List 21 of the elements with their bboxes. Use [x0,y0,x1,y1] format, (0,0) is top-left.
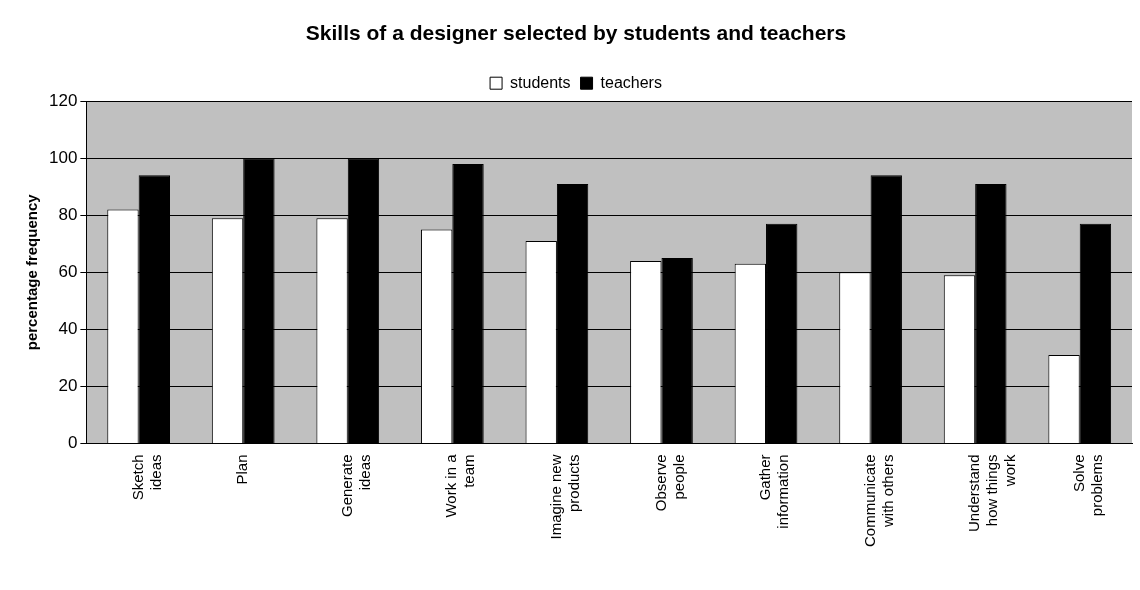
y-tick-label: 120 [48,90,78,110]
x-tick-label: Generate ideas [337,454,373,518]
x-tick-label: Gather information [756,454,792,529]
x-tick-label: Work in a team [442,453,478,518]
x-tick-label: Plan [233,454,251,485]
y-tick-label: 60 [58,262,78,282]
y-axis-title: percentage frequency [23,193,41,351]
y-tick-label: 20 [58,376,78,396]
chart-title: Skills of a designer selected by students and teachers [305,21,847,45]
x-tick-label: Solve problems [1069,454,1105,517]
x-tick-label: Imagine new products [547,454,583,540]
y-tick-label: 0 [67,433,78,453]
x-tick-label: Communicate with others [860,454,896,548]
legend-label: teachers [600,73,662,91]
legend-label: students [510,73,571,91]
y-tick-label: 80 [58,204,78,224]
x-tick-label: Sketch ideas [128,454,164,501]
y-tick-label: 100 [48,147,78,167]
y-tick-label: 40 [58,319,78,339]
x-tick-label: Understand how things work [965,453,1019,533]
x-tick-label: Observe people [651,454,687,512]
